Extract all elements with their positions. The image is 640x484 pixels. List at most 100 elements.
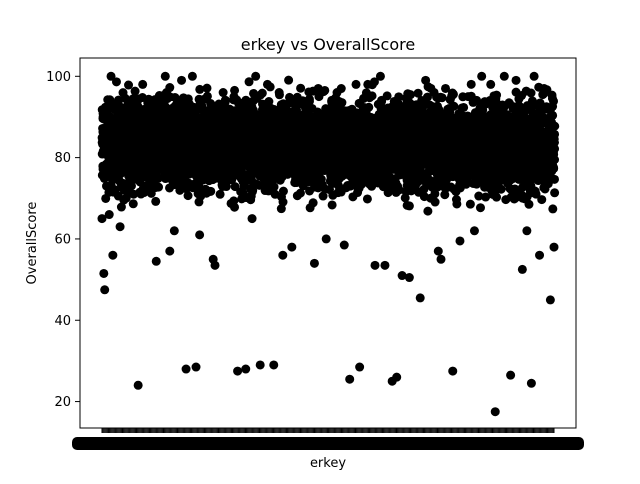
- data-point: [152, 257, 161, 266]
- data-point: [105, 210, 114, 219]
- data-point: [470, 226, 479, 235]
- data-point: [530, 72, 539, 81]
- data-point: [195, 230, 204, 239]
- data-point: [233, 367, 242, 376]
- data-point: [154, 183, 163, 192]
- data-point: [184, 191, 193, 200]
- data-point: [182, 365, 191, 374]
- data-point: [248, 214, 257, 223]
- data-point: [406, 90, 415, 99]
- data-point: [170, 226, 179, 235]
- data-point: [549, 163, 558, 172]
- data-point: [550, 188, 559, 197]
- data-point: [537, 195, 546, 204]
- data-point: [452, 195, 461, 204]
- data-point: [279, 187, 288, 196]
- data-point: [320, 86, 329, 95]
- data-point: [405, 201, 414, 210]
- data-point: [165, 83, 174, 92]
- data-point: [279, 198, 288, 207]
- data-point: [202, 84, 211, 93]
- data-point: [355, 363, 364, 372]
- x-axis: [72, 428, 584, 450]
- data-point: [550, 155, 559, 164]
- data-point: [550, 138, 559, 147]
- data-point: [438, 93, 447, 102]
- data-point: [309, 198, 318, 207]
- plot-area: [98, 72, 560, 416]
- y-tick-label: 80: [54, 151, 71, 166]
- data-point: [486, 80, 495, 89]
- data-point: [383, 91, 392, 100]
- data-point: [449, 90, 458, 99]
- data-point: [380, 261, 389, 270]
- data-point: [161, 72, 170, 81]
- data-point: [337, 98, 346, 107]
- data-point: [550, 175, 559, 184]
- data-point: [100, 285, 109, 294]
- data-point: [368, 91, 377, 100]
- data-point: [550, 243, 559, 252]
- data-point: [364, 103, 373, 112]
- data-point: [423, 207, 432, 216]
- data-point: [188, 72, 197, 81]
- data-point: [134, 381, 143, 390]
- data-point: [392, 373, 401, 382]
- data-point: [206, 187, 215, 196]
- data-point: [549, 97, 558, 106]
- data-point: [219, 88, 228, 97]
- data-point: [506, 371, 515, 380]
- data-point: [256, 360, 265, 369]
- data-point: [449, 102, 458, 111]
- data-point: [322, 234, 331, 243]
- data-point: [177, 76, 186, 85]
- data-point: [337, 84, 346, 93]
- data-point: [405, 273, 414, 282]
- data-point: [352, 80, 361, 89]
- data-point: [363, 194, 372, 203]
- data-point: [116, 222, 125, 231]
- data-point: [211, 261, 220, 270]
- data-point: [477, 72, 486, 81]
- data-point: [492, 91, 501, 100]
- data-point: [524, 200, 533, 209]
- data-point: [328, 200, 337, 209]
- data-point: [458, 92, 467, 101]
- data-point: [437, 255, 446, 264]
- data-point: [459, 103, 468, 112]
- data-point: [548, 204, 557, 213]
- y-tick-label: 40: [54, 314, 71, 329]
- data-point: [345, 375, 354, 384]
- data-point: [266, 82, 275, 91]
- data-point: [518, 265, 527, 274]
- chart-title: erkey vs OverallScore: [241, 35, 415, 54]
- data-point: [491, 407, 500, 416]
- data-point: [258, 89, 267, 98]
- data-point: [500, 72, 509, 81]
- data-point: [99, 269, 108, 278]
- data-point: [466, 200, 475, 209]
- data-point: [522, 226, 531, 235]
- data-point: [550, 122, 559, 131]
- data-point: [275, 90, 284, 99]
- data-point: [230, 203, 239, 212]
- data-point: [548, 111, 557, 120]
- data-point: [371, 261, 380, 270]
- data-point: [305, 95, 314, 104]
- data-point: [192, 363, 201, 372]
- data-point: [230, 86, 239, 95]
- data-point: [278, 251, 287, 260]
- data-point: [527, 379, 536, 388]
- data-point: [151, 197, 160, 206]
- data-point: [550, 130, 559, 139]
- data-point: [448, 367, 457, 376]
- data-point: [370, 77, 379, 86]
- data-point: [310, 259, 319, 268]
- data-point: [138, 80, 147, 89]
- data-point: [108, 251, 117, 260]
- data-point: [416, 293, 425, 302]
- data-point: [476, 203, 485, 212]
- data-point: [129, 199, 138, 208]
